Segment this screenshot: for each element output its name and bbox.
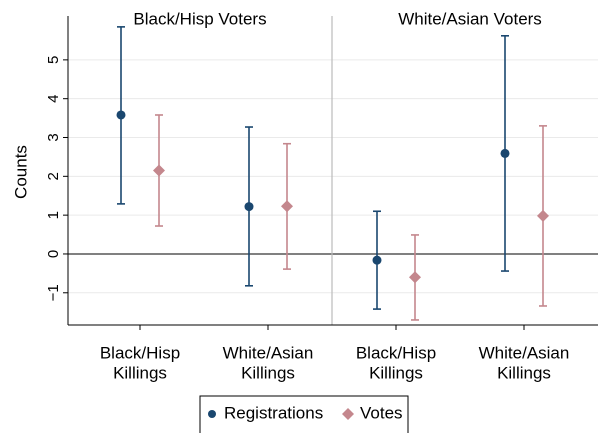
point xyxy=(500,148,510,158)
point xyxy=(409,271,421,284)
point xyxy=(281,200,293,213)
x-tick-label: Black/Hisp xyxy=(356,343,436,362)
x-tick-label: White/Asian xyxy=(479,343,570,362)
legend-box xyxy=(199,395,409,433)
y-tick-label: 4 xyxy=(45,95,62,103)
x-tick-label: Killings xyxy=(497,363,551,382)
point xyxy=(372,255,382,265)
legend-marker xyxy=(342,408,354,420)
legend-label: Registrations xyxy=(224,403,323,422)
y-axis-label: Counts xyxy=(11,145,30,199)
y-tick-label: 1 xyxy=(45,211,62,219)
point xyxy=(116,110,126,120)
y-tick-label: 3 xyxy=(45,133,62,141)
x-tick-label: Black/Hisp xyxy=(100,343,180,362)
y-tick-label: 2 xyxy=(45,172,62,180)
x-tick-label: White/Asian xyxy=(223,343,314,362)
point xyxy=(244,202,254,212)
y-tick-label: 5 xyxy=(45,56,62,64)
x-tick-label: Killings xyxy=(113,363,167,382)
group-label: Black/Hisp Voters xyxy=(133,9,266,28)
y-tick-label: −1 xyxy=(45,284,62,301)
point xyxy=(537,209,549,222)
point xyxy=(153,164,165,177)
legend-marker xyxy=(208,410,216,418)
y-tick-label: 0 xyxy=(45,250,62,258)
x-tick-label: Killings xyxy=(369,363,423,382)
group-label: White/Asian Voters xyxy=(398,9,542,28)
legend-label: Votes xyxy=(360,403,403,422)
x-tick-label: Killings xyxy=(241,363,295,382)
